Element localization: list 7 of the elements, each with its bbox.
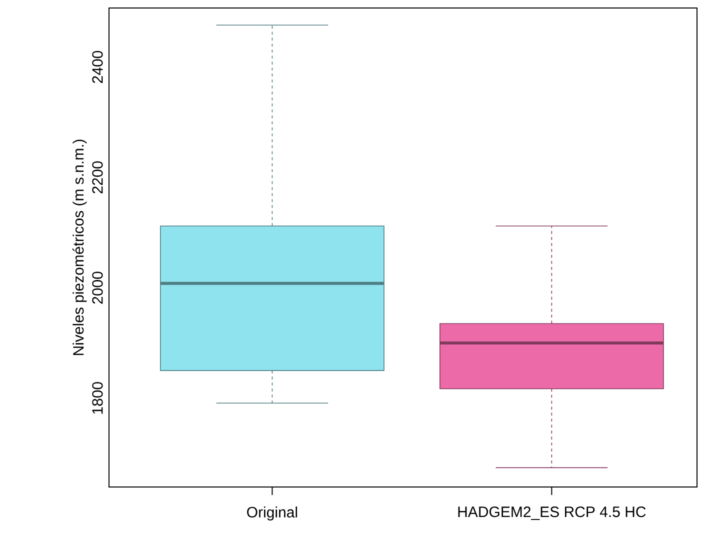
- y-tick-label: 2000: [92, 272, 103, 304]
- x-tick-label: HADGEM2_ES RCP 4.5 HC: [458, 506, 646, 520]
- y-tick-label: 2400: [92, 50, 103, 83]
- y-tick-label: 2200: [92, 161, 103, 194]
- y-axis-title: Niveles piezométricos (m s.n.m.): [72, 140, 87, 356]
- y-tick-label: 1800: [92, 382, 103, 414]
- x-tick-label: Original: [247, 506, 298, 520]
